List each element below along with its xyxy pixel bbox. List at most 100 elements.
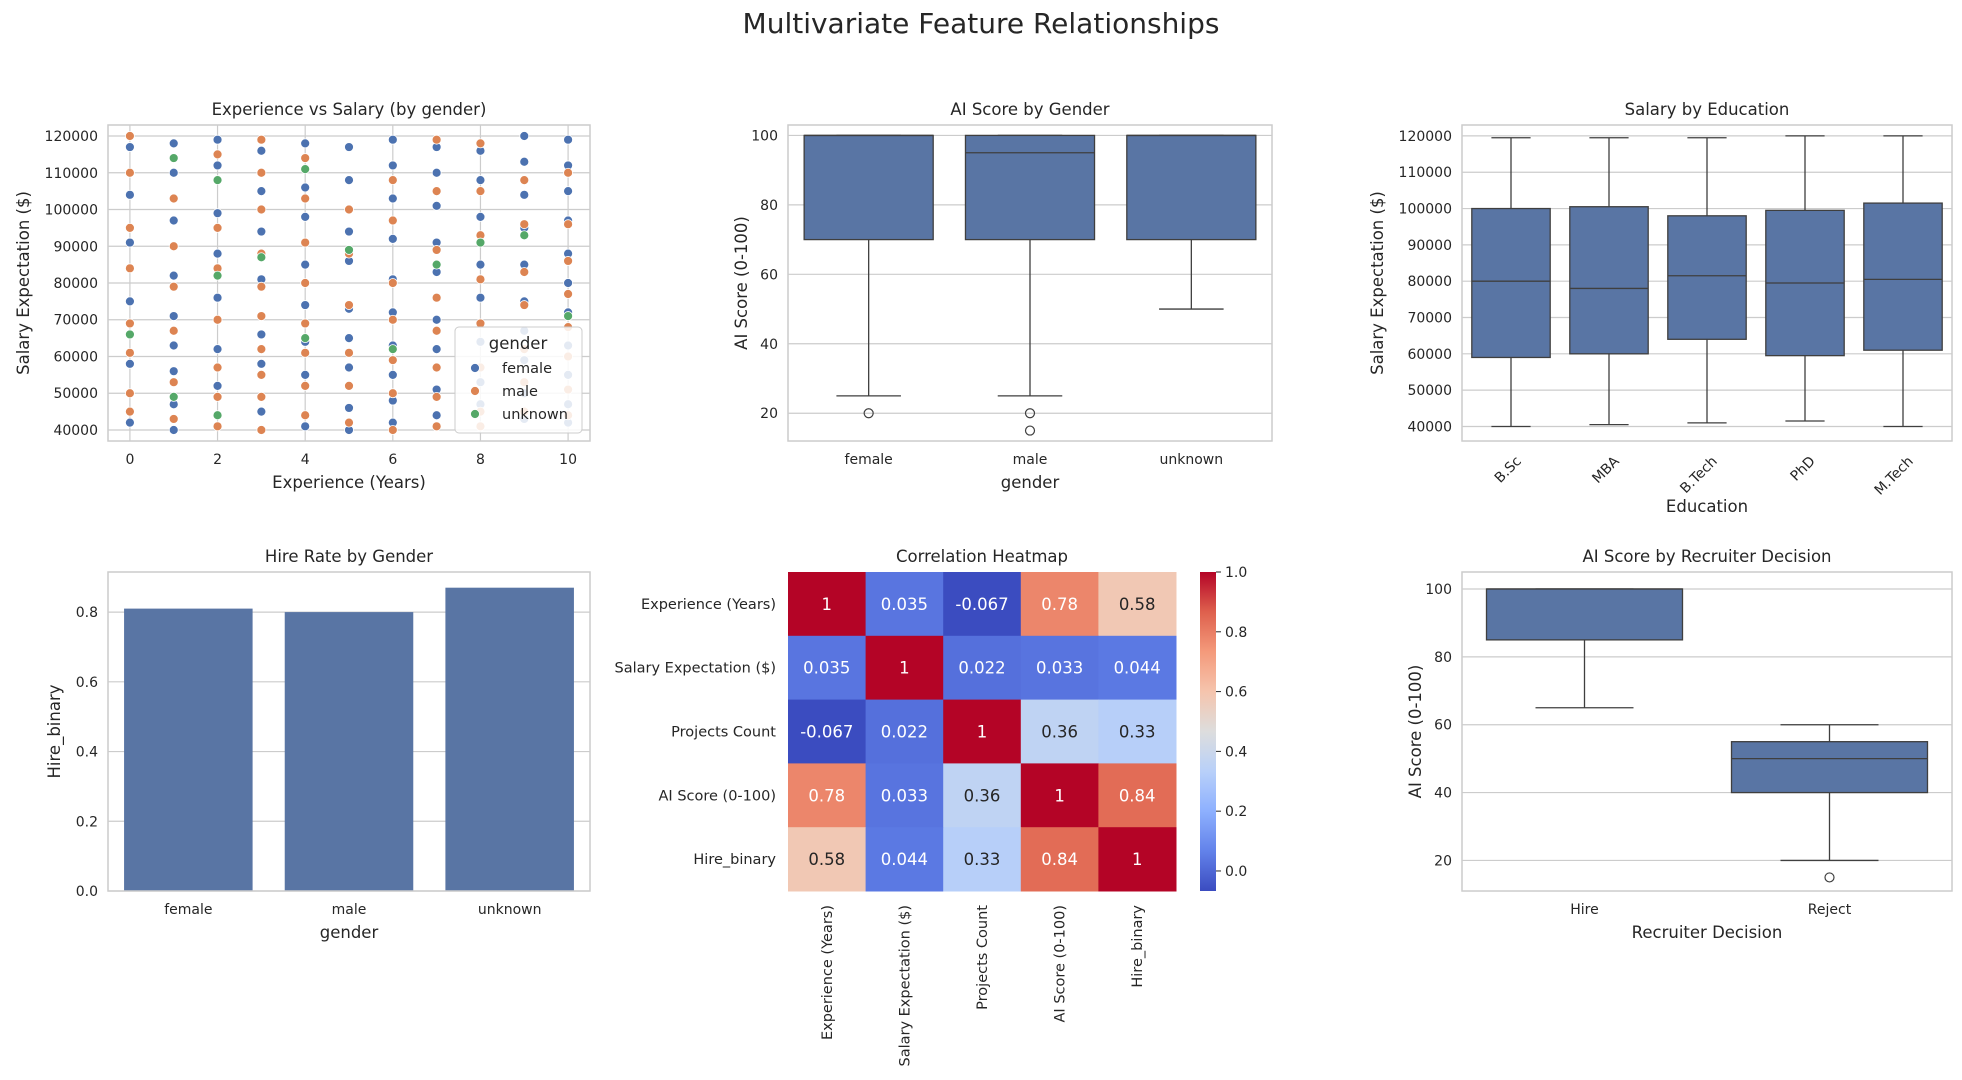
heatmap-cell <box>1098 572 1177 637</box>
scatter-point-male <box>125 263 135 274</box>
heatmap-cell-label: 0.36 <box>964 786 1001 805</box>
x-tick-label: female <box>164 902 212 918</box>
scatter-point-female <box>256 226 267 237</box>
heatmap-cell-label: 0.84 <box>1041 850 1078 869</box>
scatter-point-male <box>344 417 354 428</box>
scatter-point-male <box>212 222 223 233</box>
scatter-point-male <box>431 134 442 145</box>
subplot-title: Correlation Heatmap <box>896 547 1068 566</box>
scatter-point-female <box>256 186 267 197</box>
heatmap-col-label: Salary Expectation ($) <box>897 905 913 1067</box>
scatter-point-female <box>256 145 267 156</box>
scatter-point-unknown <box>387 344 398 355</box>
scatter-point-male <box>344 204 354 215</box>
subplot-scatter: 40000 50000 60000 70000 80000 90000 100000 1100… <box>14 100 591 492</box>
scatter-point-male <box>431 325 442 336</box>
y-tick-label: 0.0 <box>76 884 98 900</box>
scatter-point-unknown <box>212 175 223 186</box>
scatter-point-male <box>300 193 311 204</box>
heatmap-cell <box>1020 763 1099 828</box>
scatter-point-male <box>387 215 398 226</box>
heatmap-cell-label: 0.033 <box>1036 659 1083 678</box>
scatter-point-female <box>431 314 442 325</box>
scatter-point-female <box>563 278 573 288</box>
scatter-point-male <box>256 204 267 215</box>
scatter-point-male <box>125 388 135 399</box>
scatter-point-female <box>125 189 135 200</box>
y-tick-label: 60 <box>760 267 778 283</box>
scatter-point-female <box>168 311 179 321</box>
scatter-point-male <box>344 347 354 358</box>
legend-label-male: male <box>502 384 538 400</box>
heatmap-cell <box>943 699 1022 764</box>
subplot-title: AI Score by Recruiter Decision <box>1582 547 1831 566</box>
heatmap-cell <box>1020 572 1099 637</box>
scatter-point-male <box>300 153 311 163</box>
scatter-point-female <box>387 234 398 244</box>
x-tick-label: male <box>332 902 367 918</box>
scatter-point-male <box>519 267 530 277</box>
scatter-point-female <box>475 211 486 222</box>
x-tick-label: unknown <box>478 902 542 918</box>
heatmap-cell <box>1098 763 1177 828</box>
y-axis-label: Salary Expectation ($) <box>14 191 33 375</box>
scatter-point-male <box>475 274 486 285</box>
scatter-point-male <box>212 392 223 402</box>
scatter-point-male <box>387 278 398 288</box>
x-tick-label: 4 <box>301 452 310 468</box>
scatter-point-male <box>344 380 354 391</box>
heatmap-cell <box>865 827 944 892</box>
axes-frame <box>107 124 591 442</box>
scatter-point-male <box>300 347 311 358</box>
x-tick-label: PhD <box>1788 453 1819 484</box>
scatter-point-male <box>387 175 398 186</box>
heatmap-cell <box>943 827 1022 892</box>
scatter-point-male <box>256 281 267 292</box>
x-tick-label: 0 <box>125 452 134 468</box>
heatmap-row-label: Hire_binary <box>693 852 776 868</box>
y-tick-label: 90000 <box>53 239 98 255</box>
scatter-point-female <box>519 131 530 141</box>
x-tick-label: MBA <box>1589 453 1623 487</box>
scatter-point-female <box>212 344 223 355</box>
scatter-point-female <box>256 406 267 417</box>
figure-suptitle: Multivariate Feature Relationships <box>743 7 1220 40</box>
y-tick-label: 60 <box>1434 718 1452 734</box>
scatter-point-unknown <box>300 164 311 174</box>
box-iqr-Hire <box>1485 588 1684 641</box>
y-tick-label: 100000 <box>1399 202 1452 218</box>
scatter-point-female <box>431 410 442 421</box>
bar-male <box>284 612 414 891</box>
colorbar-tick-label: 0.2 <box>1225 804 1247 820</box>
y-tick-label: 80 <box>1434 650 1452 666</box>
scatter-point-male <box>431 421 442 432</box>
scatter-point-female <box>519 189 530 200</box>
scatter-point-unknown <box>475 237 486 248</box>
x-tick-label: Hire <box>1570 902 1598 918</box>
scatter-point-female <box>431 200 442 211</box>
heatmap-cell <box>788 827 867 892</box>
scatter-point-male <box>168 281 179 292</box>
subplot-box_ai_gender: 20 40 60 80 100 female male unknown AI Score by … <box>732 100 1273 492</box>
colorbar-tick-label: 0.4 <box>1225 744 1247 760</box>
scatter-point-male <box>212 149 223 160</box>
scatter-point-male <box>431 186 442 197</box>
scatter-point-male <box>256 425 267 435</box>
heatmap-cell <box>865 635 944 701</box>
scatter-point-female <box>387 193 398 204</box>
scatter-point-male <box>475 138 486 149</box>
heatmap-cell <box>1020 699 1099 764</box>
box-iqr-female <box>803 134 934 241</box>
heatmap-cell-label: -0.067 <box>800 723 853 742</box>
scatter-point-male <box>125 131 135 141</box>
scatter-point-female <box>212 380 223 391</box>
heatmap-cell-label: 0.044 <box>881 850 928 869</box>
scatter-point-male <box>212 421 223 432</box>
scatter-point-female <box>300 300 311 310</box>
y-tick-label: 110000 <box>45 166 98 182</box>
scatter-point-female <box>431 344 442 355</box>
bar-female <box>124 608 253 891</box>
scatter-point-male <box>431 362 442 373</box>
scatter-point-male <box>168 414 179 424</box>
scatter-point-unknown <box>300 333 311 344</box>
